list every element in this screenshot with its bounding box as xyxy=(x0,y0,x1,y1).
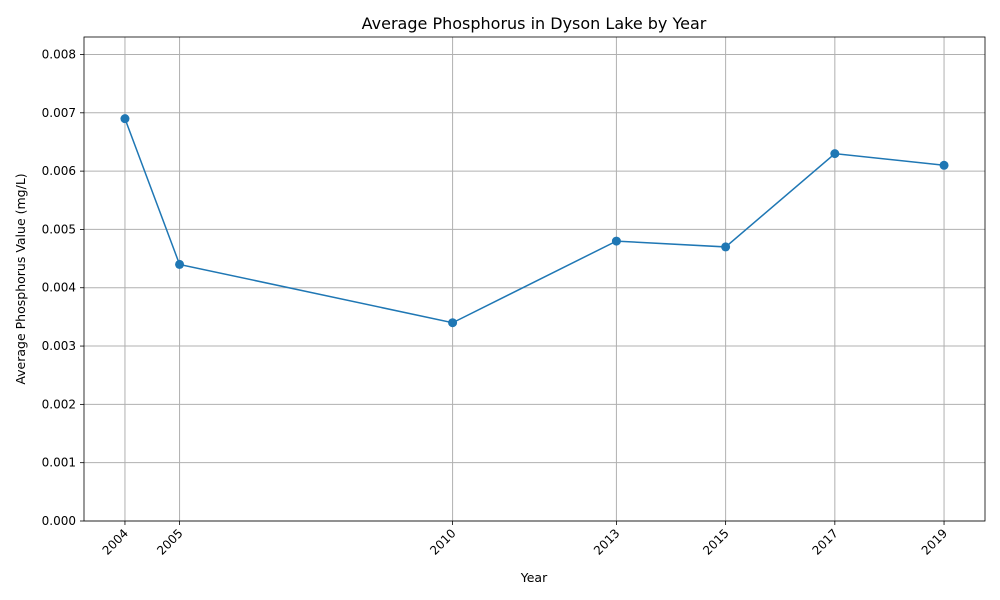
y-tick-label: 0.008 xyxy=(42,47,76,61)
data-point xyxy=(721,242,731,252)
grid xyxy=(84,37,985,522)
data-point xyxy=(611,236,621,246)
data-points xyxy=(120,114,949,328)
x-tick-label: 2005 xyxy=(154,526,185,557)
data-point xyxy=(175,259,185,269)
x-axis-label: Year xyxy=(520,570,548,585)
x-axis-ticks: 2004 2005 2010 2013 2015 2017 2019 xyxy=(100,521,950,558)
x-tick-label: 2017 xyxy=(809,526,840,557)
y-tick-label: 0.000 xyxy=(42,514,76,528)
data-point xyxy=(120,114,130,124)
y-tick-label: 0.006 xyxy=(42,164,76,178)
y-tick-label: 0.002 xyxy=(42,397,76,411)
series-line-group xyxy=(124,118,945,324)
y-tick-label: 0.004 xyxy=(42,281,76,295)
data-point xyxy=(448,318,458,328)
y-tick-label: 0.001 xyxy=(42,456,76,470)
series-line xyxy=(124,118,945,324)
x-tick-label: 2015 xyxy=(700,526,731,557)
y-axis-label: Average Phosphorus Value (mg/L) xyxy=(13,173,28,384)
data-point xyxy=(939,160,949,170)
x-tick-label: 2004 xyxy=(100,526,131,557)
data-point xyxy=(830,149,840,159)
plot-frame xyxy=(83,36,986,522)
x-tick-label: 2019 xyxy=(919,526,950,557)
x-tick-label: 2010 xyxy=(427,526,458,557)
y-tick-label: 0.003 xyxy=(42,339,76,353)
y-tick-label: 0.007 xyxy=(42,106,76,120)
chart-title: Average Phosphorus in Dyson Lake by Year xyxy=(362,14,707,33)
x-tick-label: 2013 xyxy=(591,526,622,557)
y-tick-label: 0.005 xyxy=(42,222,76,236)
y-axis-ticks: 0.000 0.001 0.002 0.003 0.004 0.005 0.006 0.007… xyxy=(42,47,84,528)
